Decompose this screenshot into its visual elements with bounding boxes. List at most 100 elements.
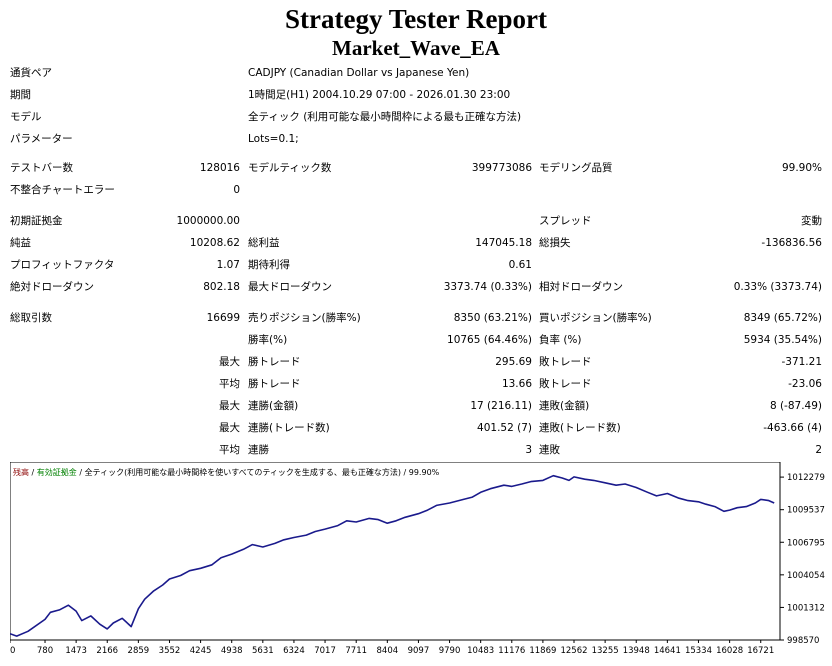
spread-label: スプレッド xyxy=(539,215,592,227)
cons-loss-value: -463.66 (4) xyxy=(763,422,822,434)
legend-sep-2: / xyxy=(77,468,85,477)
rel-dd-value: 0.33% (3373.74) xyxy=(733,281,822,293)
cons-loss-label: 連敗(トレード数) xyxy=(539,422,621,434)
chart-legend: 残高 / 有効証拠金 / 全ティック(利用可能な最小時間枠を使いすべてのティック… xyxy=(13,467,440,477)
largest-win-label: 勝トレード xyxy=(248,356,301,368)
spread-value: 変動 xyxy=(801,215,822,227)
cons-wins-value: 17 (216.11) xyxy=(470,400,532,412)
avg-cons-wins-value: 3 xyxy=(525,444,532,456)
rel-dd-label: 相対ドローダウン xyxy=(539,281,623,293)
params-label: パラメーター xyxy=(10,133,73,145)
total-trades-label: 総取引数 xyxy=(10,312,52,324)
x-tick-label: 4938 xyxy=(221,646,243,656)
ticks-value: 399773086 xyxy=(471,162,532,174)
x-tick-label: 3552 xyxy=(159,646,181,656)
report-subtitle: Market_Wave_EA xyxy=(332,36,500,60)
x-tick-label: 6324 xyxy=(283,646,305,656)
max2-label: 最大 xyxy=(219,400,240,412)
legend-quality: 99.90% xyxy=(409,468,440,477)
bars-label: テストバー数 xyxy=(10,162,73,174)
cons-profit-label: 連勝(トレード数) xyxy=(248,422,330,434)
y-tick-label: 1009537 xyxy=(787,506,825,516)
x-tick-label: 11176 xyxy=(498,646,525,656)
balance-chart-svg: 残高 / 有効証拠金 / 全ティック(利用可能な最小時間枠を使いすべてのティック… xyxy=(9,461,825,656)
x-tick-label: 11869 xyxy=(529,646,556,656)
x-tick-label: 9097 xyxy=(408,646,430,656)
avg-cons-wins-label: 連勝 xyxy=(248,444,269,456)
pf-value: 1.07 xyxy=(216,259,240,271)
x-tick-label: 8404 xyxy=(377,646,399,656)
ticks-label: モデルティック数 xyxy=(248,162,332,174)
avg-cons-losses-value: 2 xyxy=(815,444,822,456)
model-value: 全ティック (利用可能な最小時間枠による最も正確な方法) xyxy=(248,111,522,123)
pair-value: CADJPY (Canadian Dollar vs Japanese Yen) xyxy=(248,67,470,79)
x-tick-label: 13948 xyxy=(623,646,650,656)
x-tick-label: 10483 xyxy=(467,646,494,656)
x-tick-label: 780 xyxy=(37,646,53,656)
y-tick-label: 1012279 xyxy=(787,473,825,483)
expected-label: 期待利得 xyxy=(248,259,290,271)
x-tick-label: 0 xyxy=(10,646,15,656)
gross-profit-value: 147045.18 xyxy=(475,237,532,249)
period-value: 1時間足(H1) 2004.10.29 07:00 - 2026.01.30 2… xyxy=(248,89,511,101)
net-value: 10208.62 xyxy=(189,237,240,249)
net-label: 純益 xyxy=(10,237,31,249)
avg-cons-losses-label: 連敗 xyxy=(539,444,560,456)
abs-dd-label: 絶対ドローダウン xyxy=(10,281,94,293)
largest-loss-value: -371.21 xyxy=(781,356,822,368)
pair-label: 通貨ペア xyxy=(10,67,52,79)
y-tick-label: 998570 xyxy=(787,636,819,646)
x-tick-label: 16721 xyxy=(747,646,774,656)
legend-model: 全ティック(利用可能な最小時間枠を使いすべてのティックを生成する、最も正確な方法… xyxy=(85,467,401,477)
plot-area xyxy=(9,461,781,641)
mismatch-value: 0 xyxy=(233,184,240,196)
abs-dd-value: 802.18 xyxy=(203,281,240,293)
long-value: 8349 (65.72%) xyxy=(743,312,822,324)
model-label: モデル xyxy=(10,111,42,123)
cons-losses-label: 連敗(金額) xyxy=(539,400,590,412)
params-value: Lots=0.1; xyxy=(248,133,299,145)
x-tick-label: 9790 xyxy=(439,646,461,656)
max1-label: 最大 xyxy=(219,356,240,368)
total-trades-value: 16699 xyxy=(206,312,240,324)
pf-label: プロフィットファクタ xyxy=(10,259,115,271)
quality-label: モデリング品質 xyxy=(539,162,613,174)
legend-balance: 残高 xyxy=(13,467,29,477)
legend-margin: 有効証拠金 xyxy=(37,467,77,477)
cons-losses-value: 8 (-87.49) xyxy=(769,400,822,412)
x-tick-label: 16028 xyxy=(716,646,743,656)
avg1-label: 平均 xyxy=(219,378,240,390)
avg-win-value: 13.66 xyxy=(501,378,532,390)
balance-chart: 残高 / 有効証拠金 / 全ティック(利用可能な最小時間枠を使いすべてのティック… xyxy=(9,461,828,662)
x-tick-label: 7711 xyxy=(345,646,367,656)
cons-profit-value: 401.52 (7) xyxy=(477,422,532,434)
x-tick-label: 2166 xyxy=(96,646,118,656)
gross-loss-value: -136836.56 xyxy=(761,237,822,249)
win-rate-label: 勝率(%) xyxy=(248,334,288,346)
x-tick-label: 14641 xyxy=(654,646,681,656)
x-tick-label: 2859 xyxy=(128,646,150,656)
period-label: 期間 xyxy=(10,89,31,101)
deposit-label: 初期証拠金 xyxy=(10,215,63,227)
quality-value: 99.90% xyxy=(781,162,822,174)
legend-sep-1: / xyxy=(29,468,37,477)
max3-label: 最大 xyxy=(219,422,240,434)
x-tick-label: 12562 xyxy=(560,646,587,656)
y-tick-label: 1006795 xyxy=(787,538,825,548)
max-dd-value: 3373.74 (0.33%) xyxy=(443,281,532,293)
gross-loss-label: 総損失 xyxy=(539,237,571,249)
gross-profit-label: 総利益 xyxy=(248,237,280,249)
cons-wins-label: 連勝(金額) xyxy=(248,400,299,412)
x-tick-label: 4245 xyxy=(190,646,212,656)
report-title: Strategy Tester Report xyxy=(285,4,547,34)
short-label: 売りポジション(勝率%) xyxy=(248,312,361,324)
expected-value: 0.61 xyxy=(508,259,532,271)
long-label: 買いポジション(勝率%) xyxy=(539,312,652,324)
x-tick-label: 7017 xyxy=(314,646,336,656)
mismatch-label: 不整合チャートエラー xyxy=(10,184,115,196)
short-value: 8350 (63.21%) xyxy=(453,312,532,324)
deposit-value: 1000000.00 xyxy=(176,215,240,227)
loss-rate-label: 負率 (%) xyxy=(539,334,582,346)
y-tick-label: 1004054 xyxy=(787,571,825,581)
legend-sep-3: / xyxy=(401,468,409,477)
